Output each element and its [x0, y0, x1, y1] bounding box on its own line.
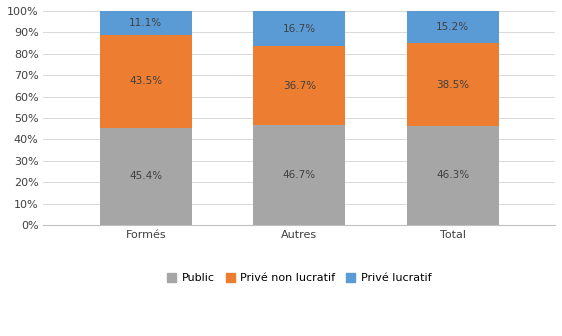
Bar	[253, 125, 345, 225]
Bar	[253, 11, 345, 46]
Text: 36.7%: 36.7%	[283, 81, 316, 91]
Text: 16.7%: 16.7%	[283, 24, 316, 34]
Bar	[99, 11, 192, 35]
Bar	[99, 128, 192, 225]
Bar	[407, 126, 499, 225]
Text: 45.4%: 45.4%	[129, 171, 162, 181]
Bar	[99, 35, 192, 128]
Text: 43.5%: 43.5%	[129, 76, 162, 86]
Text: 46.3%: 46.3%	[436, 170, 469, 180]
Legend: Public, Privé non lucratif, Privé lucratif: Public, Privé non lucratif, Privé lucrat…	[162, 269, 436, 288]
Text: 15.2%: 15.2%	[436, 22, 469, 32]
Bar	[253, 46, 345, 125]
Bar	[407, 43, 499, 126]
Text: 11.1%: 11.1%	[129, 18, 162, 28]
Text: 38.5%: 38.5%	[436, 80, 469, 90]
Text: 46.7%: 46.7%	[283, 170, 316, 180]
Bar	[407, 11, 499, 43]
